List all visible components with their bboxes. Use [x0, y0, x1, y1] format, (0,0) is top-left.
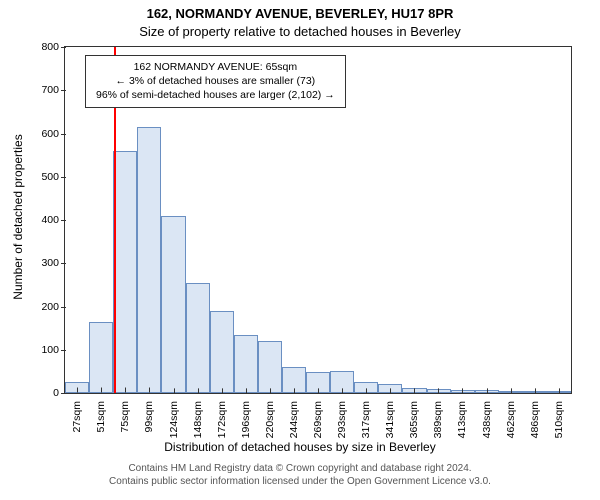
y-tick: 300: [41, 257, 65, 269]
y-tick: 800: [41, 41, 65, 53]
x-tick: 365sqm: [408, 393, 420, 438]
attribution-footer: Contains HM Land Registry data © Crown c…: [0, 462, 600, 488]
x-axis-label: Distribution of detached houses by size …: [0, 440, 600, 454]
x-tick: 317sqm: [360, 393, 372, 438]
y-tick: 0: [53, 387, 65, 399]
callout-line: 96% of semi-detached houses are larger (…: [96, 88, 335, 102]
histogram-bar: [137, 127, 161, 393]
page-subtitle: Size of property relative to detached ho…: [0, 24, 600, 39]
x-tick: 244sqm: [288, 393, 300, 438]
x-tick: 124sqm: [168, 393, 180, 438]
histogram-bar: [113, 151, 137, 393]
x-tick: 413sqm: [456, 393, 468, 438]
histogram-bar: [210, 311, 234, 393]
y-axis-label: Number of detached properties: [11, 67, 25, 367]
x-tick: 462sqm: [505, 393, 517, 438]
callout-line: ← 3% of detached houses are smaller (73): [96, 74, 335, 88]
x-tick: 220sqm: [264, 393, 276, 438]
histogram-bar: [161, 216, 185, 393]
y-tick: 700: [41, 84, 65, 96]
histogram-bar: [89, 322, 113, 393]
histogram-bar: [258, 341, 282, 393]
y-tick: 400: [41, 214, 65, 226]
histogram-bar: [186, 283, 210, 393]
x-tick: 172sqm: [216, 393, 228, 438]
y-tick: 100: [41, 344, 65, 356]
y-tick: 600: [41, 128, 65, 140]
reference-callout: 162 NORMANDY AVENUE: 65sqm← 3% of detach…: [85, 55, 346, 108]
y-tick: 200: [41, 301, 65, 313]
page-title: 162, NORMANDY AVENUE, BEVERLEY, HU17 8PR: [0, 6, 600, 21]
x-tick: 269sqm: [312, 393, 324, 438]
footer-line: Contains HM Land Registry data © Crown c…: [0, 462, 600, 475]
x-tick: 51sqm: [95, 393, 107, 433]
x-tick: 148sqm: [192, 393, 204, 438]
x-tick: 75sqm: [119, 393, 131, 433]
histogram-bar: [234, 335, 258, 393]
x-tick: 27sqm: [71, 393, 83, 433]
x-tick: 438sqm: [481, 393, 493, 438]
x-tick: 510sqm: [553, 393, 565, 438]
x-tick: 293sqm: [336, 393, 348, 438]
x-tick: 486sqm: [529, 393, 541, 438]
x-tick: 196sqm: [240, 393, 252, 438]
x-tick: 389sqm: [432, 393, 444, 438]
x-tick: 99sqm: [143, 393, 155, 433]
callout-line: 162 NORMANDY AVENUE: 65sqm: [96, 60, 335, 74]
footer-line: Contains public sector information licen…: [0, 475, 600, 488]
y-tick: 500: [41, 171, 65, 183]
x-tick: 341sqm: [384, 393, 396, 438]
